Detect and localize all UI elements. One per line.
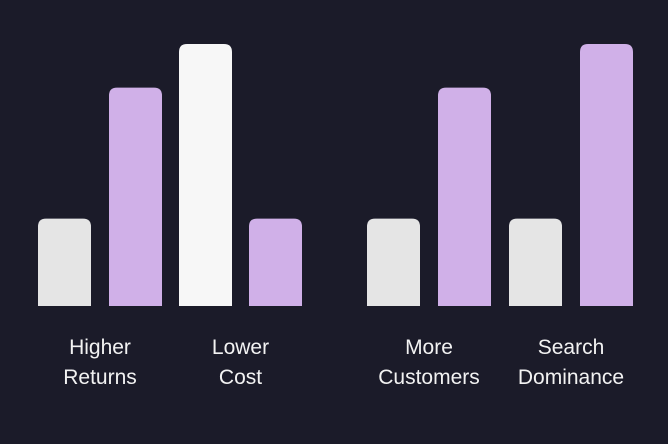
bar-3-1 xyxy=(367,218,420,306)
category-label: Lower Cost xyxy=(212,336,269,389)
bar-2-1 xyxy=(179,44,232,306)
bars-layer xyxy=(38,44,633,307)
bar-2-2 xyxy=(249,218,302,306)
category-label-line: Lower xyxy=(212,336,269,359)
category-label-line: Dominance xyxy=(518,366,624,389)
category-label: Higher Returns xyxy=(63,336,137,389)
category-label-line: Search xyxy=(538,336,605,359)
bar-3-2 xyxy=(438,87,491,307)
bar-1-2 xyxy=(109,87,162,307)
category-label: More Customers xyxy=(378,336,480,389)
category-label-line: Higher xyxy=(69,336,131,359)
bar-1-1 xyxy=(38,218,91,306)
bar-4-1 xyxy=(509,218,562,306)
bar-4-2 xyxy=(580,44,633,306)
category-label-line: More xyxy=(405,336,453,359)
category-labels: Higher Returns Lower Cost More Customers Searc… xyxy=(63,336,624,389)
category-label-line: Cost xyxy=(219,366,262,389)
category-label-line: Customers xyxy=(378,366,480,389)
category-label-line: Returns xyxy=(63,366,137,389)
category-label: Search Dominance xyxy=(518,336,624,389)
